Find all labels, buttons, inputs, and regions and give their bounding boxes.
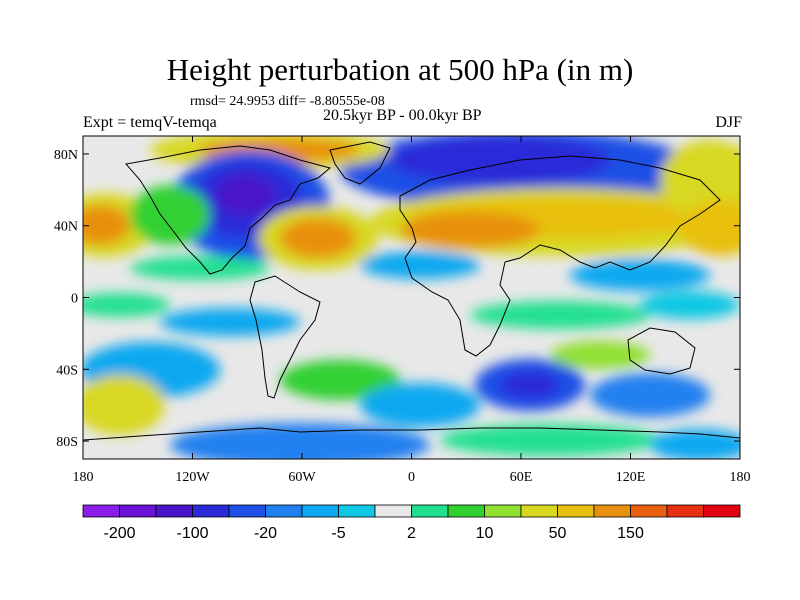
field-blob [83,205,130,245]
field-blob [640,291,740,319]
field-blob [160,308,300,336]
field-blob [500,371,560,399]
colorbar-swatch [593,504,631,518]
y-tick-label: 40S [56,363,78,378]
field-blob [400,212,540,248]
x-tick-label: 120W [175,470,210,485]
field-blob [215,175,275,215]
colorbar-swatch [374,504,412,518]
colorbar-swatch [155,504,193,518]
field-blob [440,424,660,456]
x-tick-label: 180 [73,470,94,485]
field-blob [360,251,480,279]
field-blob [130,256,270,280]
colorbar-swatch [557,504,595,518]
y-tick-label: 40N [54,220,78,235]
colorbar-swatch [703,504,741,518]
colorbar-label: 50 [549,525,567,542]
field-layer [83,136,740,459]
field-blob [570,259,710,291]
stats-label: rmsd= 24.9953 diff= -8.80555e-08 [190,94,385,109]
colorbar-label: -5 [331,525,345,542]
colorbar-swatch [484,504,522,518]
colorbar-label: 150 [617,525,644,542]
x-tick-label: 60W [288,470,316,485]
coastlines [83,141,740,441]
colorbar-swatch [666,504,704,518]
colorbar-swatch [411,504,449,518]
field-blob [470,301,650,329]
coastline-africa-eurasia [399,155,721,357]
colorbar-swatch [119,504,157,518]
period-label: 20.5kyr BP - 00.0kyr BP [323,107,482,124]
coastline-north-america [125,145,332,275]
coastline-antarctica [83,427,740,441]
field-blob [550,341,650,369]
colorbar-swatch [192,504,230,518]
colorbar-label: -20 [254,525,277,542]
colorbar-label: -100 [176,525,208,542]
chart-title: Height perturbation at 500 hPa (in m) [166,52,634,87]
field-blob [83,293,170,317]
x-tick-label: 180 [730,470,751,485]
y-tick-label: 80S [56,435,78,450]
colorbar-swatch [447,504,485,518]
colorbar-swatch [82,504,120,518]
x-tick-label: 60E [510,470,533,485]
season-label: DJF [715,114,742,131]
colorbar-swatch [301,504,339,518]
x-axis: 180 120W 60W 0 60E 120E 180 [73,136,751,485]
field-blob [130,185,210,245]
coastline-australia [627,327,696,375]
coastline-south-america [249,275,321,399]
y-axis: 80N 40N 0 40S 80S [54,148,740,450]
coastline-greenland [329,141,391,185]
field-blob [590,373,710,417]
colorbar-label: 10 [476,525,494,542]
field-blob [680,200,740,256]
field-blob [390,136,610,184]
colorbar-swatch [630,504,668,518]
y-tick-label: 0 [71,292,78,307]
field-blob [280,218,356,258]
field-blob [170,423,430,459]
field-blob [280,360,400,400]
x-tick-label: 120E [616,470,646,485]
colorbar-label: 2 [407,525,416,542]
field-blob [83,375,165,435]
colorbar-swatch [338,504,376,518]
x-tick-label: 0 [408,470,415,485]
colorbar: -200 -100 -20 -5 2 10 50 150 [82,504,741,542]
colorbar-swatch [520,504,558,518]
colorbar-swatch [265,504,303,518]
field-blob [650,429,740,459]
field-blob [360,383,480,427]
colorbar-label: -200 [103,525,135,542]
y-tick-label: 80N [54,148,78,163]
colorbar-swatch [228,504,266,518]
experiment-label: Expt = temqV-temqa [83,114,217,131]
